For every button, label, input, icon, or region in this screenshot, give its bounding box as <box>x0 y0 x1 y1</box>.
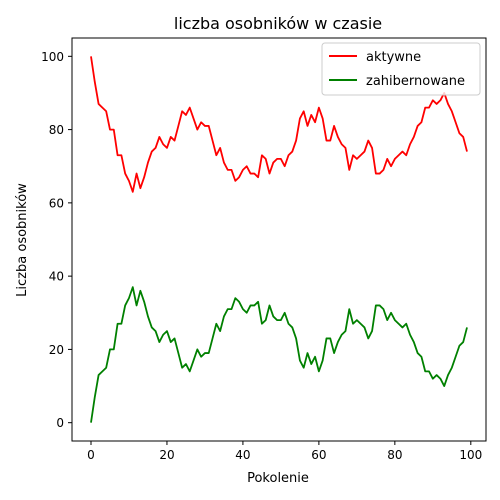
plot-frame <box>71 37 487 442</box>
series-line-zahibernowane <box>90 286 468 423</box>
legend-box <box>321 42 481 96</box>
y-tick-label: 100 <box>41 50 64 64</box>
x-axis: 0 20 40 60 80 100 <box>87 441 482 462</box>
legend-label-aktywne: aktywne <box>366 50 421 65</box>
x-tick-label: 0 <box>87 448 95 462</box>
y-tick-label: 0 <box>56 416 64 430</box>
x-tick-label: 40 <box>235 448 250 462</box>
x-tick-label: 20 <box>159 448 174 462</box>
plot-area <box>90 56 468 423</box>
y-axis: 0 20 40 60 80 100 <box>41 50 72 430</box>
x-tick-label: 100 <box>459 448 482 462</box>
x-tick-label: 60 <box>311 448 326 462</box>
y-tick-label: 20 <box>49 343 64 357</box>
x-axis-label: Pokolenie <box>247 471 309 486</box>
y-tick-label: 80 <box>49 123 64 137</box>
chart-title: liczba osobników w czasie <box>174 14 382 33</box>
x-tick-label: 80 <box>387 448 402 462</box>
y-tick-label: 60 <box>49 196 64 210</box>
legend: aktywne zahibernowane <box>321 42 481 96</box>
y-axis-label: Liczba osobników <box>15 183 30 297</box>
legend-label-zahibernowane: zahibernowane <box>366 74 465 89</box>
series-line-aktywne <box>90 56 468 193</box>
y-tick-label: 40 <box>49 270 64 284</box>
